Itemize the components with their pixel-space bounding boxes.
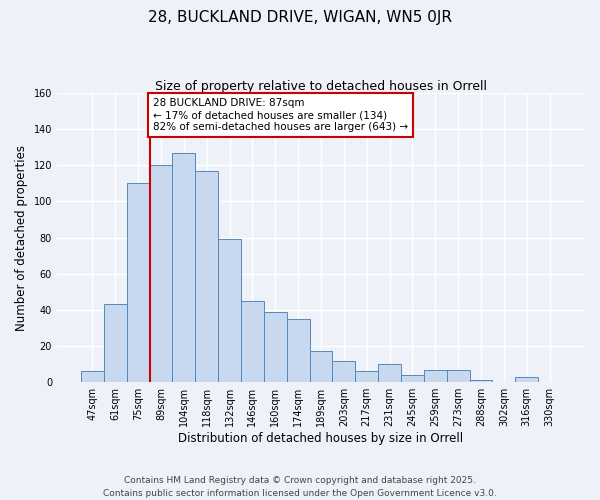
Bar <box>470 380 493 382</box>
Bar <box>515 377 538 382</box>
Bar <box>241 301 264 382</box>
Title: Size of property relative to detached houses in Orrell: Size of property relative to detached ho… <box>155 80 487 93</box>
Text: 28 BUCKLAND DRIVE: 87sqm
← 17% of detached houses are smaller (134)
82% of semi-: 28 BUCKLAND DRIVE: 87sqm ← 17% of detach… <box>153 98 408 132</box>
Bar <box>401 375 424 382</box>
Bar <box>355 372 378 382</box>
Y-axis label: Number of detached properties: Number of detached properties <box>15 144 28 330</box>
Text: Contains HM Land Registry data © Crown copyright and database right 2025.
Contai: Contains HM Land Registry data © Crown c… <box>103 476 497 498</box>
Bar <box>287 319 310 382</box>
Bar <box>332 360 355 382</box>
Bar <box>127 184 149 382</box>
X-axis label: Distribution of detached houses by size in Orrell: Distribution of detached houses by size … <box>178 432 464 445</box>
Bar <box>446 370 470 382</box>
Bar <box>310 352 332 382</box>
Bar <box>104 304 127 382</box>
Bar <box>149 166 172 382</box>
Text: 28, BUCKLAND DRIVE, WIGAN, WN5 0JR: 28, BUCKLAND DRIVE, WIGAN, WN5 0JR <box>148 10 452 25</box>
Bar <box>264 312 287 382</box>
Bar <box>424 370 446 382</box>
Bar <box>378 364 401 382</box>
Bar <box>81 372 104 382</box>
Bar <box>195 170 218 382</box>
Bar <box>172 152 195 382</box>
Bar <box>218 240 241 382</box>
